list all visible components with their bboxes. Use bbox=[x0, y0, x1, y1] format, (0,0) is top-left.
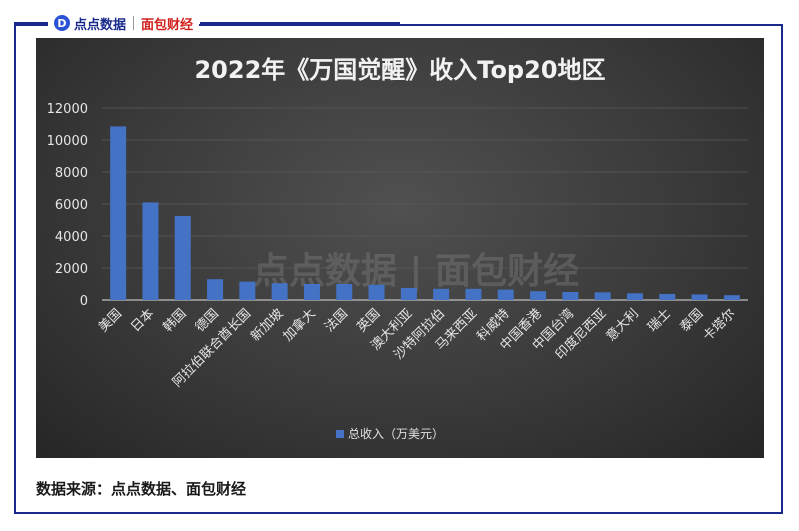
bar bbox=[465, 288, 482, 300]
bar bbox=[142, 202, 159, 300]
x-tick-label: 韩国 bbox=[161, 306, 190, 335]
bar bbox=[207, 279, 224, 300]
bar bbox=[174, 216, 191, 300]
brand-b-text: 面包财经 bbox=[141, 17, 194, 33]
brand-a-text: 点点数据 bbox=[74, 17, 127, 33]
y-tick-label: 8000 bbox=[55, 166, 88, 181]
bar bbox=[239, 281, 256, 300]
header-rule-right bbox=[200, 22, 400, 24]
bar bbox=[336, 284, 353, 300]
chart-title: 2022年《万国觉醒》收入Top20地区 bbox=[194, 56, 605, 84]
x-tick-label: 新加坡 bbox=[248, 306, 287, 345]
x-tick-label: 日本 bbox=[128, 306, 157, 335]
y-tick-label: 12000 bbox=[47, 102, 88, 117]
bar bbox=[691, 294, 708, 300]
x-tick-label: 法国 bbox=[322, 306, 351, 335]
brand-divider bbox=[133, 16, 135, 30]
bar bbox=[400, 288, 417, 300]
x-tick-label: 美国 bbox=[96, 306, 125, 335]
bar bbox=[110, 126, 127, 301]
x-tick-label: 卡塔尔 bbox=[700, 306, 738, 344]
bar bbox=[497, 289, 514, 300]
diandian-logo-icon: D bbox=[54, 15, 70, 31]
source-note: 数据来源：点点数据、面包财经 bbox=[36, 480, 247, 498]
bar bbox=[594, 292, 611, 300]
legend-swatch bbox=[336, 430, 344, 438]
watermark: 点点数据 | 面包财经 bbox=[253, 251, 579, 292]
x-tick-label: 瑞士 bbox=[645, 306, 674, 335]
bar bbox=[659, 293, 676, 300]
legend-label: 总收入（万美元） bbox=[348, 427, 444, 441]
legend: 总收入（万美元） bbox=[336, 427, 444, 441]
x-tick-label: 意大利 bbox=[603, 306, 642, 345]
y-tick-label: 10000 bbox=[47, 134, 88, 149]
bar bbox=[562, 292, 579, 300]
brand-header: D 点点数据 面包财经 bbox=[48, 12, 200, 34]
y-tick-label: 6000 bbox=[55, 198, 88, 213]
y-tick-label: 2000 bbox=[55, 262, 88, 277]
bar bbox=[723, 295, 740, 300]
bar bbox=[368, 284, 385, 300]
bar bbox=[433, 288, 450, 300]
y-axis-ticks: 0 2000 4000 6000 8000 10000 12000 bbox=[47, 102, 88, 309]
chart-panel: 2022年《万国觉醒》收入Top20地区 点点数据 | 面包财经 0 2000 40… bbox=[36, 38, 764, 458]
bar-chart: 2022年《万国觉醒》收入Top20地区 点点数据 | 面包财经 0 2000 40… bbox=[47, 56, 748, 441]
y-tick-label: 0 bbox=[80, 294, 88, 309]
y-tick-label: 4000 bbox=[55, 230, 88, 245]
header-rule-left bbox=[14, 22, 48, 24]
bar bbox=[303, 284, 320, 300]
bar bbox=[530, 291, 547, 300]
outer-frame bbox=[14, 24, 783, 514]
bar bbox=[626, 293, 643, 300]
bars bbox=[110, 126, 740, 301]
x-tick-label: 加拿大 bbox=[280, 306, 319, 345]
bar bbox=[271, 283, 288, 300]
